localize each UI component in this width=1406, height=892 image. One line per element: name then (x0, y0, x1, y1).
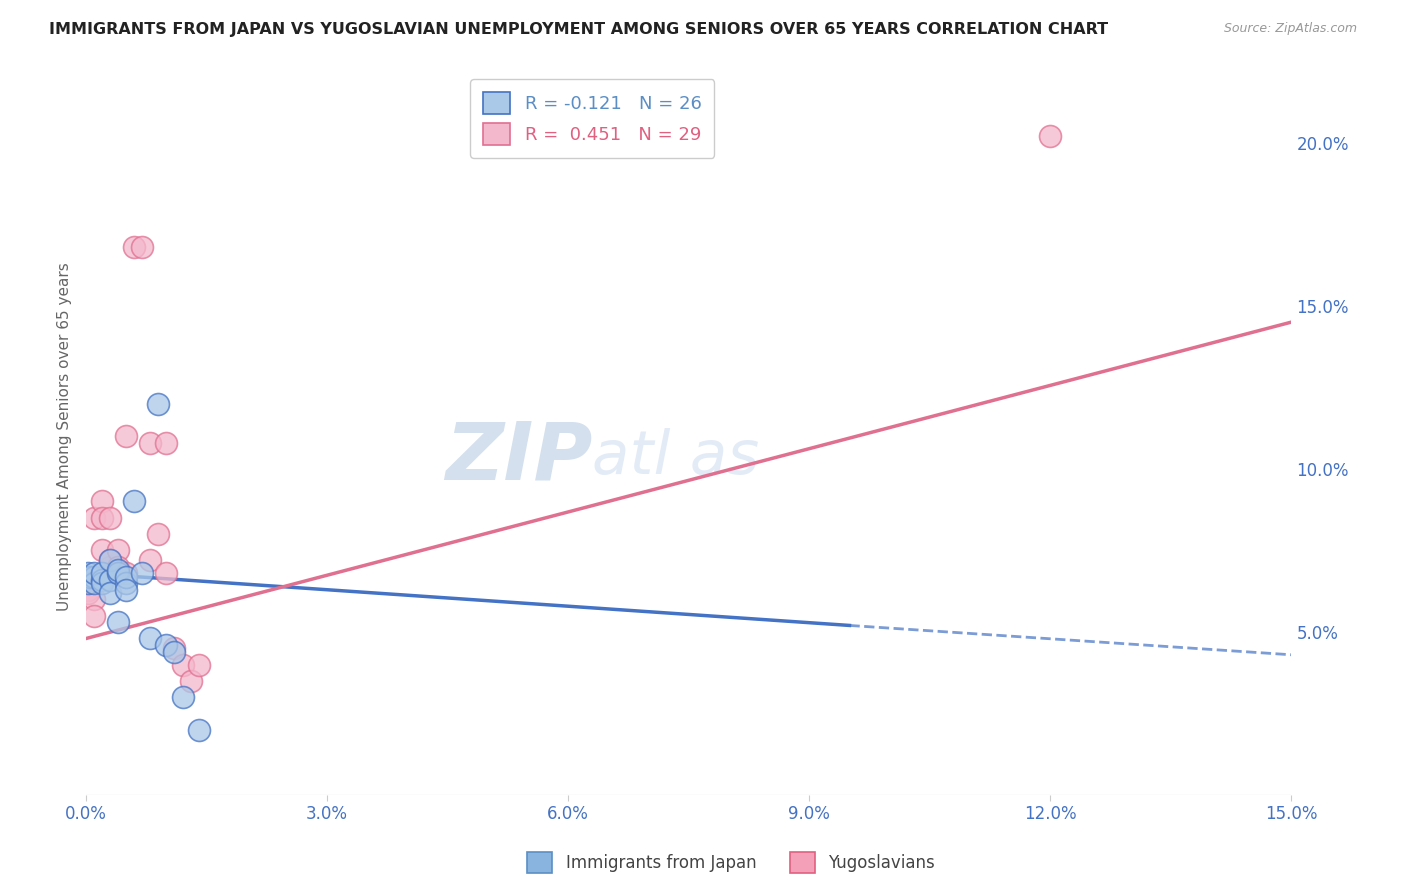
Text: atl as: atl as (592, 428, 759, 487)
Point (139, 632, 162, 646)
Point (77, 576, 100, 591)
Point (187, 657, 209, 672)
Point (155, 435, 177, 450)
Point (83, 566, 105, 581)
Point (98, 559, 121, 574)
Point (83, 510, 105, 524)
Point (148, 397, 170, 411)
Y-axis label: Unemployment Among Seniors over 65 years: Unemployment Among Seniors over 65 years (58, 262, 72, 611)
Point (98, 573, 121, 587)
Point (91, 566, 114, 581)
Point (1039, 129, 1062, 144)
Point (76, 566, 98, 581)
Legend: R = -0.121   N = 26, R =  0.451   N = 29: R = -0.121 N = 26, R = 0.451 N = 29 (471, 79, 714, 158)
Point (187, 723, 209, 737)
Point (77, 586, 100, 600)
Legend: Immigrants from Japan, Yugoslavians: Immigrants from Japan, Yugoslavians (520, 846, 942, 880)
Point (98, 510, 121, 524)
Point (107, 615, 129, 630)
Point (79, 576, 101, 591)
Point (83, 592, 105, 607)
Point (115, 566, 138, 581)
Point (107, 563, 129, 577)
Point (124, 494, 146, 508)
Point (115, 429, 138, 443)
Point (155, 638, 177, 652)
Point (83, 569, 105, 583)
Point (131, 566, 153, 581)
Point (172, 657, 194, 672)
Point (172, 690, 194, 705)
Point (91, 573, 114, 587)
Point (76, 582, 98, 597)
Point (91, 543, 114, 558)
Point (98, 553, 121, 567)
Point (148, 527, 170, 541)
Point (139, 435, 162, 450)
Point (124, 240, 146, 254)
Point (91, 510, 114, 524)
Point (98, 553, 121, 567)
Text: ZIP: ZIP (444, 418, 592, 497)
Point (79, 569, 101, 583)
Text: IMMIGRANTS FROM JAPAN VS YUGOSLAVIAN UNEMPLOYMENT AMONG SENIORS OVER 65 YEARS CO: IMMIGRANTS FROM JAPAN VS YUGOSLAVIAN UNE… (49, 22, 1108, 37)
Point (115, 582, 138, 597)
Point (107, 566, 129, 581)
Point (98, 586, 121, 600)
Point (107, 566, 129, 581)
Point (139, 553, 162, 567)
Point (83, 608, 105, 623)
Point (115, 569, 138, 583)
Point (180, 673, 202, 688)
Text: Source: ZipAtlas.com: Source: ZipAtlas.com (1223, 22, 1357, 36)
Point (107, 559, 129, 574)
Point (107, 543, 129, 558)
Point (163, 644, 186, 658)
Point (91, 576, 114, 591)
Point (131, 240, 153, 254)
Point (155, 566, 177, 581)
Point (91, 494, 114, 508)
Point (83, 576, 105, 591)
Point (115, 576, 138, 591)
Point (163, 641, 186, 656)
